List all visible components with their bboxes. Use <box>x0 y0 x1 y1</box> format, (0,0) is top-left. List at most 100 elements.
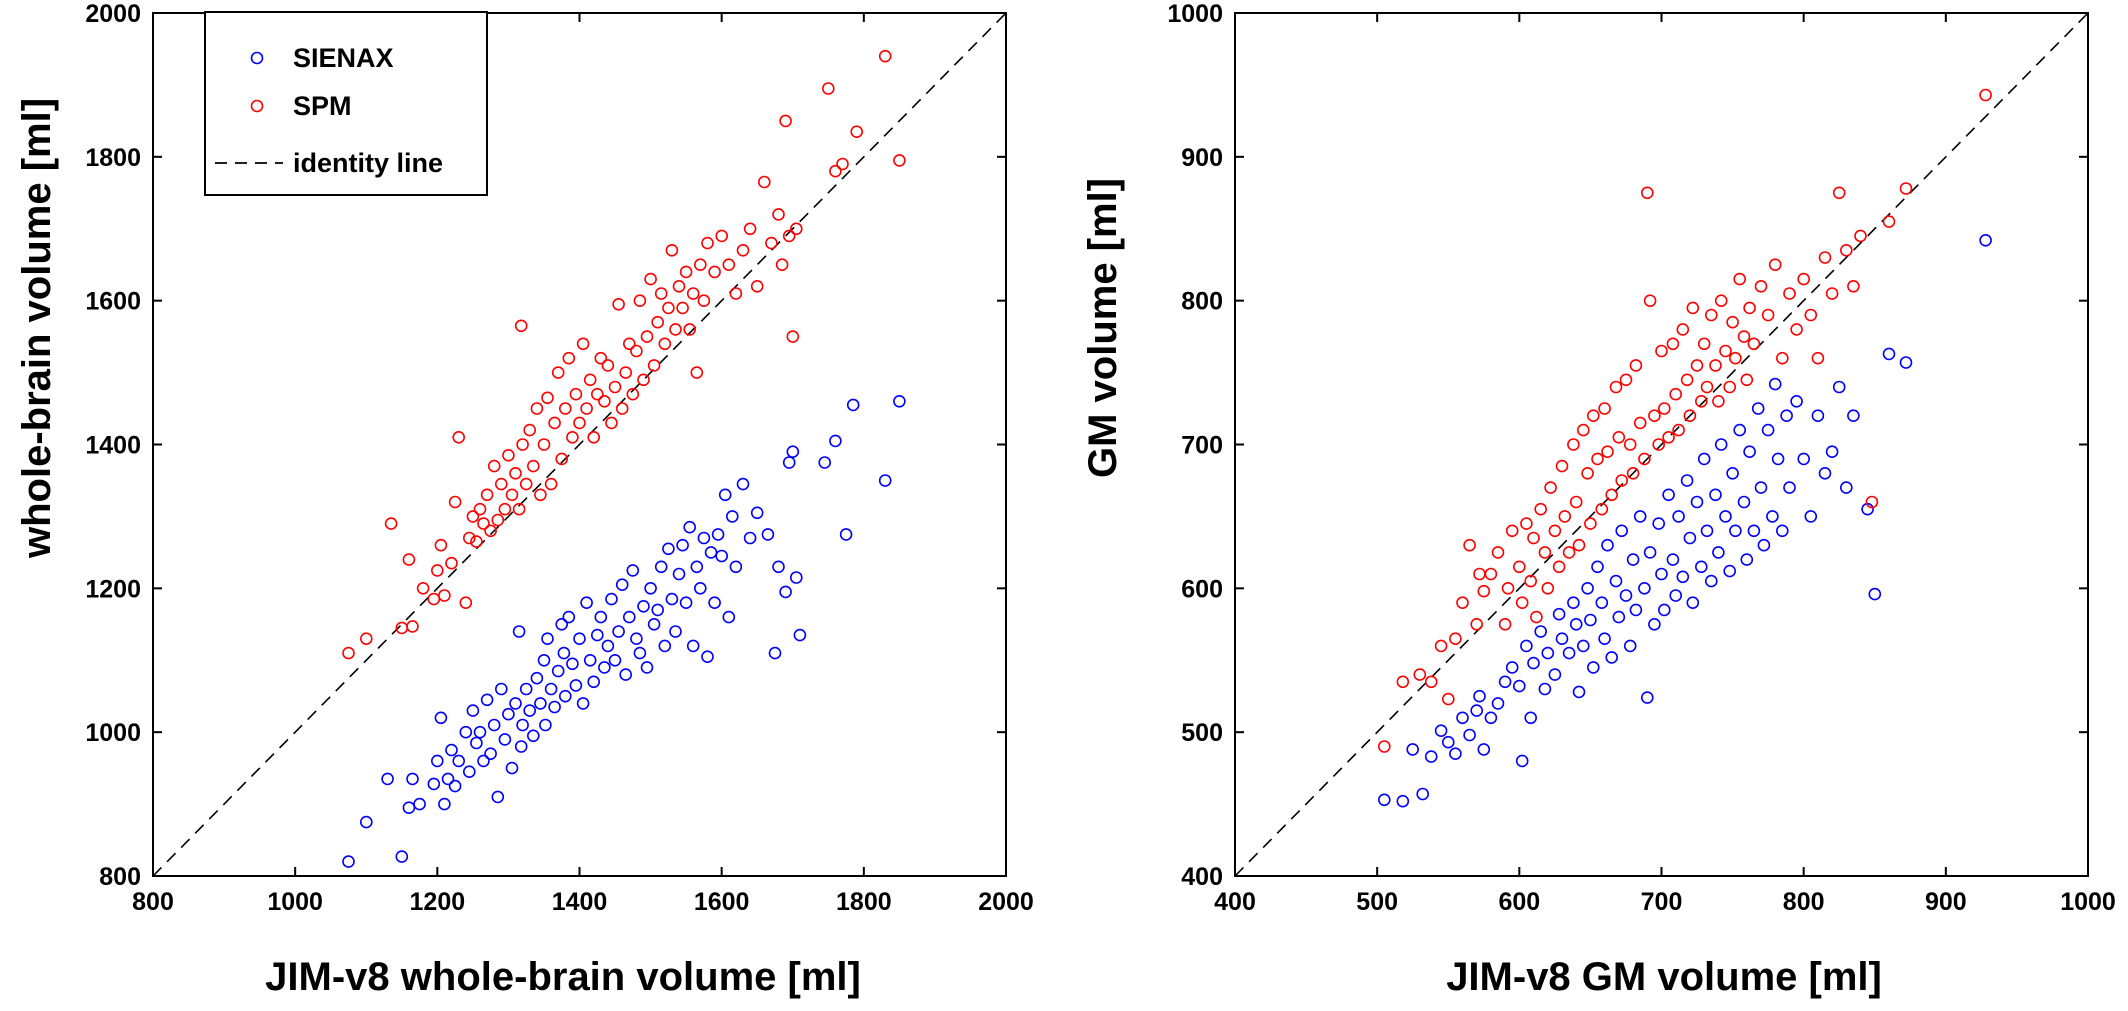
data-point-spm <box>514 319 528 333</box>
data-point-sienax <box>551 664 565 678</box>
data-point-sienax <box>608 653 622 667</box>
data-point-sienax <box>690 560 704 574</box>
data-point-sienax <box>1515 754 1529 768</box>
data-point-spm <box>1544 481 1557 494</box>
data-point-spm <box>573 416 586 430</box>
data-point-spm <box>1633 416 1647 430</box>
data-point-sienax <box>539 718 552 732</box>
data-point-sienax <box>1740 553 1754 566</box>
data-point-spm <box>1847 279 1860 293</box>
data-point-sienax <box>1726 466 1739 480</box>
data-point-spm <box>1768 258 1782 272</box>
data-point-sienax <box>1751 402 1765 415</box>
data-point-sienax <box>1768 377 1782 391</box>
data-point-sienax <box>1424 750 1438 763</box>
data-point-spm <box>1513 560 1526 574</box>
data-point-spm <box>1605 488 1618 502</box>
data-point-sienax <box>445 743 458 757</box>
data-point-spm <box>1804 308 1818 322</box>
data-point-sienax <box>1538 682 1552 696</box>
data-point-spm <box>1686 301 1700 315</box>
data-point-sienax <box>494 682 508 696</box>
tick-marks <box>1234 12 2089 877</box>
data-point-sienax <box>381 772 394 786</box>
data-point-sienax <box>537 653 551 667</box>
data-point-sienax <box>768 646 782 660</box>
data-point-spm <box>470 535 483 548</box>
data-point-spm <box>516 438 529 451</box>
data-point-sienax <box>473 725 487 739</box>
x-tick-label: 1000 <box>267 888 323 916</box>
data-point-spm <box>1505 524 1519 538</box>
data-point-spm <box>1747 337 1761 351</box>
data-point-sienax <box>1669 589 1682 602</box>
data-point-sienax <box>893 394 906 408</box>
data-point-sienax <box>1700 524 1714 538</box>
data-point-spm <box>1609 380 1623 394</box>
data-point-spm <box>654 287 668 300</box>
data-point-sienax <box>452 754 466 768</box>
data-point-sienax <box>1562 646 1576 660</box>
data-point-sienax <box>1737 495 1751 509</box>
data-point-spm <box>484 524 497 538</box>
data-point-sienax <box>1861 502 1874 516</box>
data-point-spm <box>1712 394 1725 408</box>
data-point-spm <box>1501 581 1515 595</box>
data-point-spm <box>541 391 554 405</box>
data-point-spm <box>1899 182 1913 195</box>
data-point-spm <box>1840 244 1853 257</box>
data-point-spm <box>548 416 561 430</box>
data-point-spm <box>576 337 590 351</box>
data-point-sienax <box>637 599 650 613</box>
data-point-spm <box>765 236 778 250</box>
data-point-sienax <box>683 520 697 534</box>
data-point-sienax <box>519 682 533 696</box>
data-point-sienax <box>622 610 636 624</box>
data-point-sienax <box>647 617 661 631</box>
data-point-spm <box>779 114 792 128</box>
data-point-spm <box>786 330 800 343</box>
data-point-sienax <box>441 772 455 786</box>
data-point-spm <box>1882 215 1896 228</box>
data-point-sienax <box>598 661 611 674</box>
data-point-spm <box>878 49 892 63</box>
data-point-spm <box>1520 517 1533 530</box>
data-point-sienax <box>619 668 633 681</box>
data-point-spm <box>1581 466 1594 480</box>
x-tick-label: 1000 <box>2060 888 2116 916</box>
data-point-sienax <box>359 815 373 829</box>
data-point-sienax <box>1641 691 1654 704</box>
data-point-sienax <box>701 650 714 664</box>
data-point-sienax <box>1406 743 1419 756</box>
data-point-sienax <box>590 628 604 642</box>
data-point-sienax <box>672 567 686 581</box>
data-point-spm <box>1979 88 1992 102</box>
data-point-spm <box>1601 445 1614 459</box>
data-point-sienax <box>466 704 480 717</box>
data-point-spm <box>693 258 707 272</box>
data-point-spm <box>1534 502 1547 516</box>
data-point-spm <box>384 517 398 530</box>
data-point-sienax <box>722 610 736 624</box>
data-point-sienax <box>630 632 643 646</box>
data-point-sienax <box>750 506 764 520</box>
data-point-spm <box>1424 675 1438 689</box>
y-tick-label: 1000 <box>85 719 141 747</box>
data-point-sienax <box>1552 607 1566 621</box>
x-tick-label: 1400 <box>552 888 608 916</box>
data-point-spm <box>1572 538 1586 552</box>
data-point-sienax <box>1754 481 1768 494</box>
data-point-spm <box>1413 668 1427 681</box>
data-point-spm <box>1723 380 1736 394</box>
data-point-sienax <box>1612 610 1626 624</box>
data-point-sienax <box>640 661 654 674</box>
data-point-spm <box>1456 596 1469 610</box>
data-point-spm <box>697 294 711 308</box>
data-point-spm <box>647 359 661 372</box>
data-point-spm <box>462 531 476 545</box>
data-point-sienax <box>1572 685 1586 699</box>
data-point-spm <box>512 502 526 516</box>
data-point-spm <box>558 402 572 415</box>
data-point-sienax <box>1818 466 1832 480</box>
data-point-spm <box>893 154 906 167</box>
